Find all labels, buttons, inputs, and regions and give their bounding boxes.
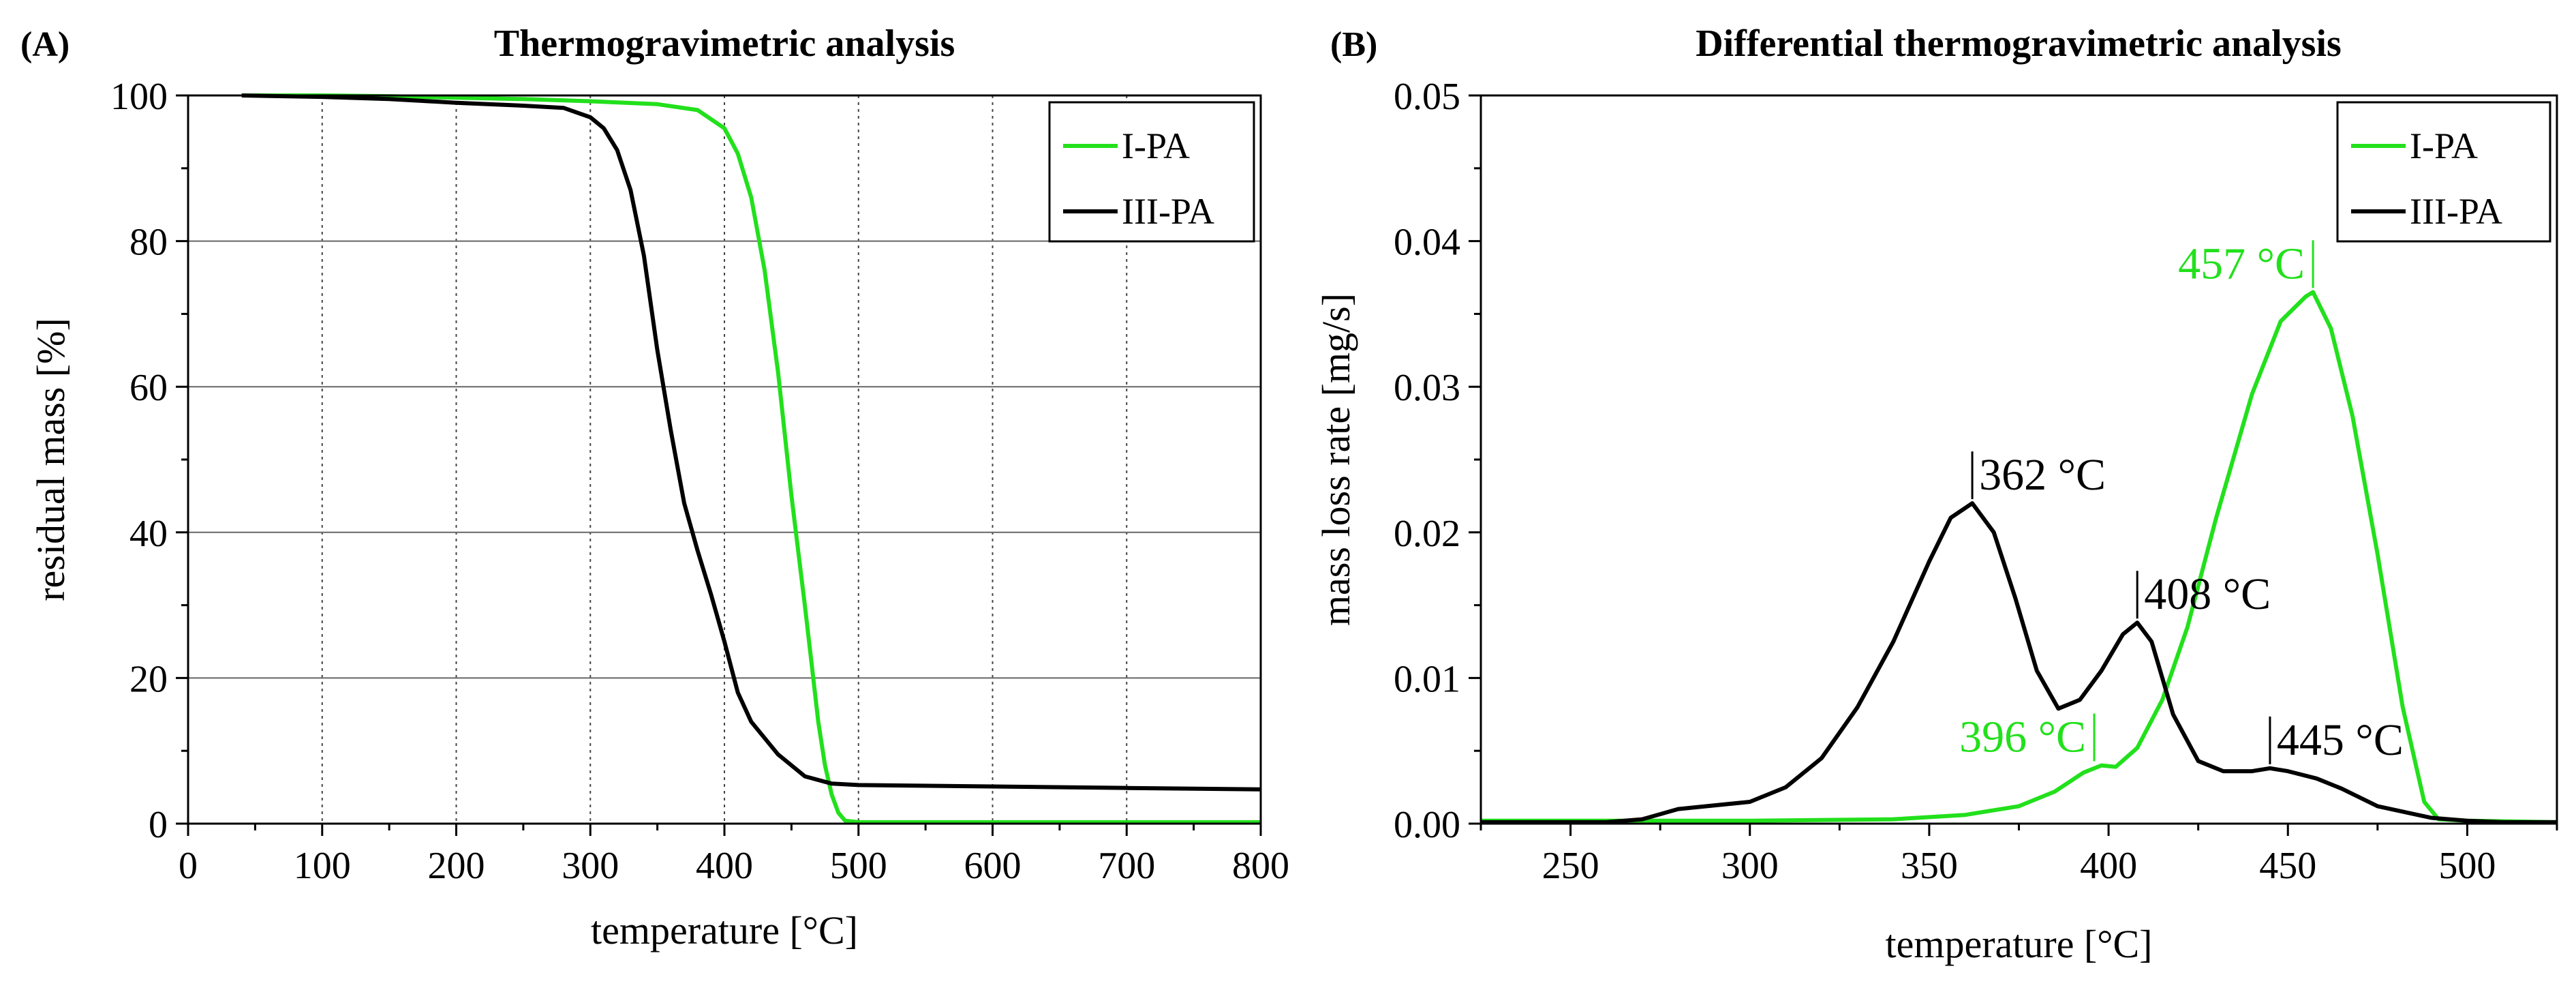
y-tick-label: 60 [129, 367, 168, 409]
x-tick-label: 400 [696, 845, 753, 887]
x-tick-label: 800 [1232, 845, 1289, 887]
chart-title: Thermogravimetric analysis [494, 22, 955, 65]
y-tick-label: 0.05 [1394, 76, 1460, 118]
y-tick-label: 0.02 [1394, 513, 1460, 555]
x-tick-label: 600 [964, 845, 1022, 887]
y-tick-label: 0.04 [1394, 222, 1460, 264]
chart-panel-1 [1469, 94, 2558, 836]
panel-letter: (B) [1330, 25, 1377, 64]
x-tick-label: 0 [179, 845, 198, 887]
panel-letter: (A) [20, 25, 70, 64]
y-tick-label: 0.03 [1394, 367, 1460, 409]
x-tick-label: 700 [1098, 845, 1155, 887]
legend-label: III-PA [1122, 191, 1214, 232]
x-tick-label: 250 [1542, 845, 1599, 887]
chart-panel-0 [176, 93, 1262, 836]
y-tick-label: 0.01 [1394, 658, 1460, 700]
x-tick-label: 500 [830, 845, 887, 887]
x-axis-label: temperature [°C] [591, 908, 858, 952]
x-tick-label: 450 [2259, 845, 2316, 887]
y-tick-label: 80 [129, 222, 168, 264]
legend-label: I-PA [1122, 125, 1190, 166]
x-tick-label: 500 [2438, 845, 2496, 887]
series-line-i-pa [1481, 290, 2558, 824]
x-tick-label: 350 [1901, 845, 1958, 887]
x-tick-label: 100 [294, 845, 351, 887]
chart-title: Differential thermogravimetric analysis [1696, 22, 2342, 65]
y-tick-label: 0 [149, 804, 168, 846]
y-axis-label: mass loss rate [mg/s] [1314, 293, 1358, 626]
series-line-iii-pa [241, 93, 1261, 792]
y-tick-label: 20 [129, 658, 168, 700]
annotation-label: 445 °C [2277, 715, 2404, 765]
legend-box [2336, 101, 2551, 243]
y-axis-label: residual mass [%] [29, 318, 73, 601]
annotation-label: 362 °C [1979, 450, 2106, 500]
x-tick-label: 200 [428, 845, 485, 887]
series-line-iii-pa [1481, 501, 2557, 824]
annotation-label: 408 °C [2144, 569, 2271, 619]
legend-label: I-PA [2410, 125, 2478, 166]
x-tick-label: 300 [1721, 845, 1779, 887]
y-tick-label: 0.00 [1394, 804, 1460, 846]
x-axis-label: temperature [°C] [1886, 922, 2153, 966]
legend-box [1048, 101, 1255, 243]
x-tick-label: 300 [562, 845, 619, 887]
series-line-i-pa [241, 93, 1261, 824]
y-tick-label: 100 [110, 76, 168, 118]
annotation-label: 457 °C [2178, 239, 2305, 288]
legend-label: III-PA [2410, 191, 2502, 232]
annotation-label: 396 °C [1959, 712, 2086, 762]
x-tick-label: 400 [2080, 845, 2137, 887]
y-tick-label: 40 [129, 513, 168, 555]
